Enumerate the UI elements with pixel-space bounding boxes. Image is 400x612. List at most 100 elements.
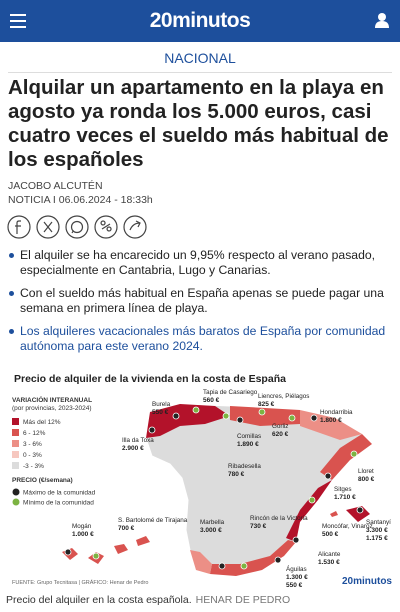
city-name: Alicante — [318, 551, 341, 558]
city-price: 620 € — [272, 431, 289, 438]
legend-label: -3 - 3% — [23, 463, 44, 470]
min-label: Mínimo de la comunidad — [23, 500, 94, 507]
caption: Precio del alquiler en la costa española… — [6, 594, 290, 606]
city-marker — [192, 406, 200, 414]
share-link[interactable] — [94, 215, 118, 239]
legend-swatch — [12, 418, 19, 425]
legend-swatch — [12, 440, 19, 447]
source: FUENTE: Grupo Tecnitasa | GRÁFICO: Henar… — [12, 579, 148, 586]
city-price: 2.900 € — [122, 445, 144, 452]
menu-icon[interactable] — [10, 13, 28, 29]
caption-credit: HENAR DE PEDRO — [195, 594, 291, 606]
city-price: 1.530 € — [318, 559, 340, 566]
city-marker — [310, 414, 318, 422]
city-marker — [258, 408, 266, 416]
city-marker — [218, 562, 226, 570]
city-price: 1.300 € — [286, 574, 308, 581]
city-name: Rincón de la Victoria — [250, 515, 308, 522]
share-facebook[interactable] — [7, 215, 31, 239]
city-name: Burela — [152, 401, 171, 408]
city-marker — [92, 552, 100, 560]
legend-label: 3 - 6% — [23, 441, 42, 448]
city-name: Ribadesella — [228, 463, 261, 470]
city-name: Gorliz — [272, 423, 288, 430]
city-marker — [64, 548, 72, 556]
city-price: 780 € — [228, 471, 245, 478]
city-price: 500 € — [322, 531, 339, 538]
city-marker — [292, 536, 300, 544]
city-price: 550 € — [286, 582, 303, 589]
city-name: Moncófar, Vinaroz — [322, 523, 373, 530]
city-marker — [324, 472, 332, 480]
city-price: 825 € — [258, 401, 275, 408]
legend-swatch — [12, 429, 19, 436]
city-marker — [148, 426, 156, 434]
section-label[interactable]: NACIONAL — [164, 50, 236, 66]
city-name: Illa da Toxa — [122, 437, 154, 444]
city-price: 1.800 € — [320, 417, 342, 424]
headline: Alquilar un apartamento en la playa en a… — [8, 76, 389, 171]
city-name: Mogán — [72, 523, 92, 530]
share-more[interactable] — [123, 215, 147, 239]
legend-label: Más del 12% — [23, 419, 61, 426]
city-price: 1.175 € — [366, 535, 388, 542]
city-price: 1.710 € — [334, 494, 356, 501]
city-price: 1.890 € — [237, 441, 259, 448]
city-name: Santanyí — [366, 519, 391, 526]
infographic-title: Precio de alquiler de la vivienda en la … — [14, 373, 286, 385]
user-icon[interactable] — [374, 12, 390, 29]
share-whatsapp[interactable] — [65, 215, 89, 239]
city-marker — [288, 414, 296, 422]
city-name: Liencres, Piélagos — [258, 393, 309, 400]
legend-label: 0 - 3% — [23, 452, 42, 459]
max-label: Máximo de la comunidad — [23, 490, 96, 497]
author[interactable]: JACOBO ALCUTÉN — [8, 180, 103, 192]
city-price: 700 € — [118, 525, 135, 532]
summary-item: El alquiler se ha encarecido un 9,95% re… — [8, 248, 392, 278]
city-marker — [350, 450, 358, 458]
city-name: Hondarribia — [320, 409, 353, 416]
meta: NOTICIA I 06.06.2024 - 18:33h — [8, 194, 153, 206]
city-name: Sitges — [334, 486, 352, 493]
summary-link[interactable]: Los alquileres vacacionales más baratos … — [8, 324, 392, 354]
city-name: Comillas — [237, 433, 261, 440]
max-marker — [12, 488, 20, 496]
legend: VARIACIÓN INTERANUAL (por provincias, 20… — [12, 395, 96, 507]
city-price: 550 € — [152, 409, 169, 416]
city-name: Marbella — [200, 519, 225, 526]
logo[interactable]: 20minutos — [149, 9, 251, 32]
share-icons — [7, 215, 147, 239]
city-price: 730 € — [250, 523, 267, 530]
city-price: 560 € — [203, 397, 220, 404]
price-title: PRECIO (€/semana) — [12, 477, 73, 484]
min-marker — [12, 498, 20, 506]
city-marker — [356, 506, 364, 514]
city-name: Tapia de Casariego — [203, 389, 258, 396]
city-marker — [240, 562, 248, 570]
city-name: Águilas — [286, 564, 307, 573]
city-price: 1.000 € — [72, 531, 94, 538]
city-marker — [236, 416, 244, 424]
top-bar: 20minutos — [0, 0, 400, 42]
legend-title: VARIACIÓN INTERANUAL — [12, 395, 92, 404]
city-marker — [274, 556, 282, 564]
infographic: Precio de alquiler de la vivienda en la … — [6, 360, 394, 592]
legend-label: 6 - 12% — [23, 430, 46, 437]
city-marker — [222, 412, 230, 420]
city-marker — [308, 496, 316, 504]
legend-swatch — [12, 462, 19, 469]
legend-swatch — [12, 451, 19, 458]
share-x[interactable] — [36, 215, 60, 239]
caption-text: Precio del alquiler en la costa española… — [6, 594, 192, 606]
city-marker — [172, 412, 180, 420]
city-price: 3.000 € — [200, 527, 222, 534]
city-price: 3.300 € — [366, 527, 388, 534]
city-name: S. Bartolomé de Tirajana — [118, 517, 188, 524]
city-price: 800 € — [358, 476, 375, 483]
summary-list: El alquiler se ha encarecido un 9,95% re… — [8, 248, 392, 362]
divider — [8, 72, 392, 73]
city-name: Lloret — [358, 468, 374, 475]
infographic-logo: 20minutos — [342, 576, 392, 587]
